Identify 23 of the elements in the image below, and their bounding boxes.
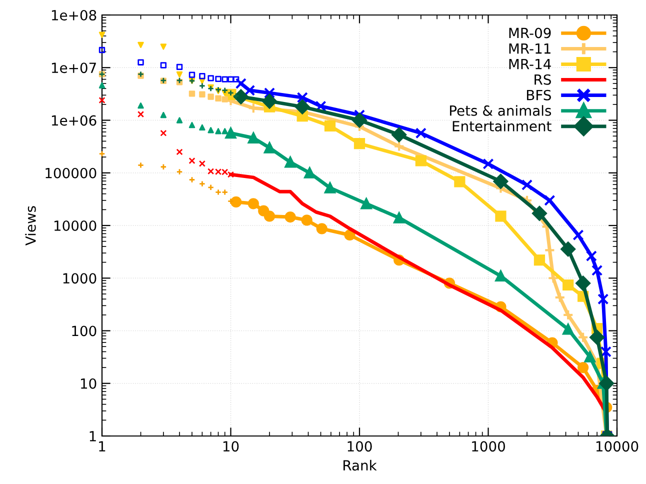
legend-label: BFS xyxy=(526,90,551,100)
x-tick-label: 10 xyxy=(223,441,239,452)
y-tick-label: 10000 xyxy=(54,220,96,231)
x-tick-label: 100 xyxy=(348,441,372,452)
y-tick-label: 1 xyxy=(90,431,96,442)
y-tick-label: 1000 xyxy=(63,273,96,284)
y-tick-label: 100 xyxy=(72,326,96,336)
x-tick-label: 10000 xyxy=(596,441,638,452)
x-tick-label: 1 xyxy=(99,441,106,452)
legend-label: MR-11 xyxy=(509,43,550,54)
y-axis-title: Views xyxy=(25,206,36,246)
x-axis-title: Rank xyxy=(344,460,377,471)
legend-label: Entertainment xyxy=(452,120,552,132)
x-tick-label: 1000 xyxy=(472,441,505,452)
legend-label: MR-09 xyxy=(509,28,551,38)
y-tick-label: 1e+07 xyxy=(52,62,96,74)
y-tick-label: 10 xyxy=(80,378,96,389)
legend-label: Pets & animals xyxy=(450,105,552,116)
legend-label: MR-14 xyxy=(509,58,551,70)
legend-label: RS xyxy=(534,74,551,85)
y-tick-label: 1e+08 xyxy=(52,10,96,20)
y-tick-label: 100000 xyxy=(46,168,96,178)
y-tick-label: 1e+06 xyxy=(52,115,96,126)
